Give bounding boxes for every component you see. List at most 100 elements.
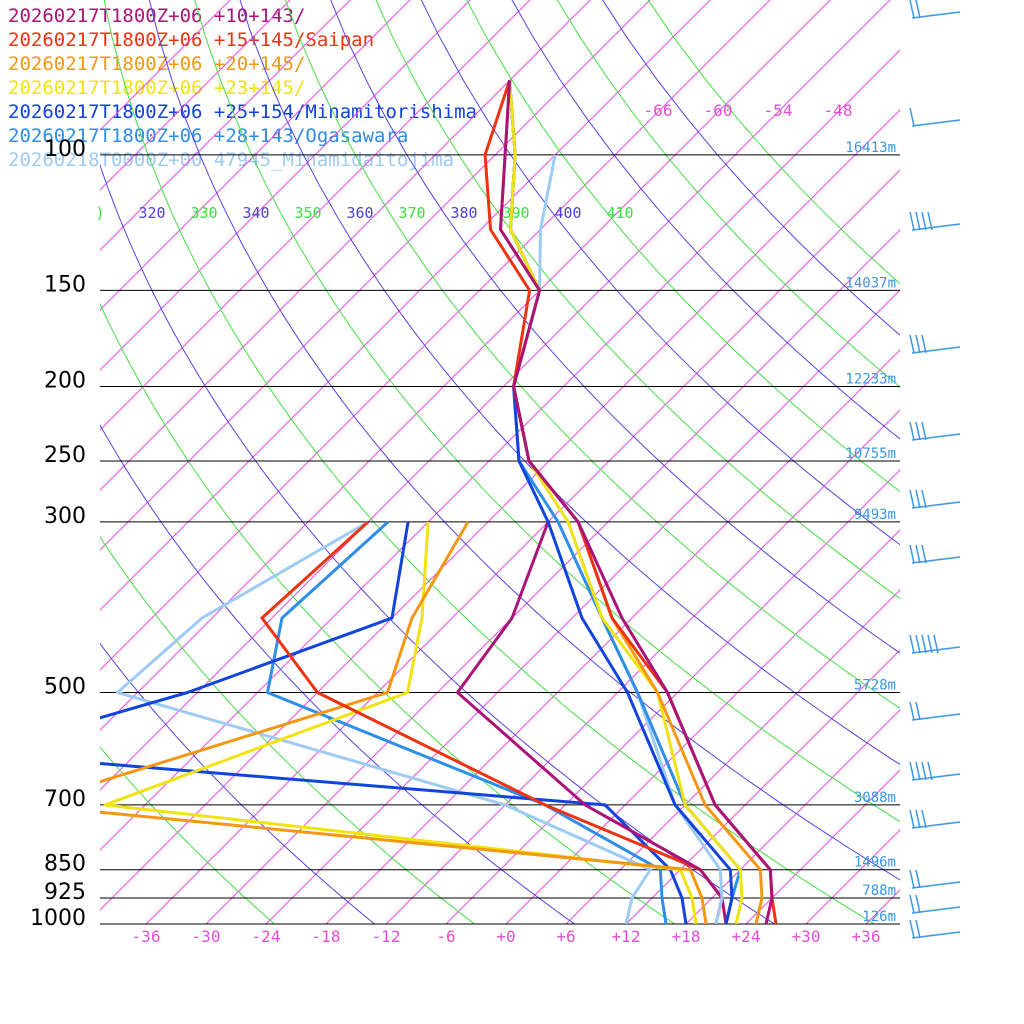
- pressure-label: 850: [44, 852, 86, 877]
- temperature-line: [508, 80, 744, 924]
- isotherm-line: [100, 0, 651, 551]
- isotherm-line: [805, 829, 900, 924]
- isotherm-line: [100, 49, 900, 851]
- wind-barb-flag: [915, 489, 921, 509]
- theta-label: 320: [138, 204, 165, 222]
- temperature-tick-label: +0: [496, 927, 515, 946]
- theta-line: [466, 0, 900, 493]
- wind-barb-flag: [915, 761, 921, 781]
- isotherm-label: -66: [644, 101, 673, 120]
- theta-label: 410: [606, 204, 633, 222]
- wind-barb: [909, 489, 961, 509]
- isotherm-line: [100, 0, 351, 251]
- pressure-label: 150: [44, 272, 86, 297]
- theta-line: [602, 0, 900, 336]
- wind-barb-flag: [915, 421, 921, 441]
- theta-label: 340: [242, 204, 269, 222]
- temperature-line: [499, 80, 774, 924]
- wind-barb-flag: [915, 869, 921, 889]
- theta-line: [375, 0, 900, 600]
- temperature-tick-label: -6: [436, 927, 455, 946]
- theta-label: 390: [502, 204, 529, 222]
- wind-barb: [909, 894, 961, 914]
- theta-line: [511, 0, 900, 440]
- pressure-label: 300: [44, 504, 86, 529]
- wind-barb-flag: [921, 334, 927, 354]
- wind-barb: [909, 634, 961, 654]
- theta-label: 400: [554, 204, 581, 222]
- temperature-tick-labels: -36 -30 -24 -18 -12 -6 +0 +6 +12 +18 +24 +30 +36: [132, 927, 881, 946]
- temperature-tick-label: +12: [612, 927, 641, 946]
- theta-label: 380: [450, 204, 477, 222]
- theta-line: [420, 0, 900, 546]
- wind-barb-flag: [909, 761, 915, 781]
- wind-barb: [909, 211, 961, 231]
- wind-barb: [909, 869, 961, 889]
- wind-barb-flag: [909, 919, 915, 939]
- isotherm-line: [100, 0, 471, 371]
- height-label: 14037m: [845, 275, 896, 291]
- dewpoint-line: [103, 521, 698, 924]
- theta-line: [556, 0, 900, 388]
- temperature-tick-label: -24: [252, 927, 281, 946]
- isotherm-line: [685, 709, 900, 924]
- legend-item: 20260217T1800Z+06 +10+143/: [8, 5, 306, 27]
- theta-line: [239, 0, 900, 766]
- wind-barb-flag: [921, 211, 927, 231]
- theta-label: 370: [398, 204, 425, 222]
- wind-barb: [909, 544, 961, 564]
- legend-item: 20260217T1800Z+06 +25+154/Minamitorishim…: [8, 101, 477, 123]
- wind-barb-flag: [915, 894, 921, 914]
- isotherm-label: -54: [764, 101, 793, 120]
- isotherm-label: -60: [704, 101, 733, 120]
- wind-barb-flag: [921, 809, 927, 829]
- isotherm-grid: [100, 0, 1024, 924]
- theta-label: 360: [346, 204, 373, 222]
- wind-barb-flag: [933, 634, 939, 654]
- wind-barb: [909, 334, 961, 354]
- wind-barb-flag: [915, 701, 921, 721]
- pressure-label: 100: [44, 137, 86, 162]
- wind-barb-flag: [921, 421, 927, 441]
- temperature-tick-label: +30: [792, 927, 821, 946]
- pressure-label: 200: [44, 368, 86, 393]
- dewpoint-line: [100, 521, 708, 924]
- isotherm-line: [926, 0, 1024, 924]
- wind-barb-flag: [909, 0, 915, 19]
- wind-barb-flag: [921, 634, 927, 654]
- wind-barb: [909, 421, 961, 441]
- theta-line: [100, 536, 475, 924]
- height-label: 126m: [862, 909, 896, 925]
- isotherm-label: -48: [824, 101, 853, 120]
- wind-barb-flag: [909, 211, 915, 231]
- isotherm-line: [565, 589, 900, 924]
- wind-barb-flag: [909, 544, 915, 564]
- wind-barbs: [909, 0, 961, 939]
- isotherm-line: [100, 0, 531, 431]
- wind-barb-flag: [927, 211, 933, 231]
- height-label: 10755m: [845, 446, 896, 462]
- temperature-tick-label: -36: [132, 927, 161, 946]
- pressure-label: 925: [44, 880, 86, 905]
- wind-barb-flag: [909, 334, 915, 354]
- legend-item: 20260217T1800Z+06 +20+145/: [8, 53, 306, 75]
- wind-barb-flag: [927, 634, 933, 654]
- wind-barb-flag: [915, 544, 921, 564]
- wind-barb-flag: [915, 919, 921, 939]
- height-label: 5728m: [854, 677, 896, 693]
- wind-barb-flag: [915, 0, 921, 19]
- isotherm-line: [865, 889, 900, 924]
- isotherm-line: [625, 649, 900, 924]
- wind-barb-flag: [915, 809, 921, 829]
- wind-barb-flag: [909, 421, 915, 441]
- temperature-tick-label: -12: [372, 927, 401, 946]
- isotherm-line: [325, 349, 900, 924]
- theta-line: [100, 302, 675, 924]
- isotherm-line: [100, 0, 411, 311]
- isotherm-line: [100, 0, 771, 671]
- profile-lines: [100, 79, 778, 924]
- wind-barb-flag: [921, 489, 927, 509]
- theta-label: 330: [190, 204, 217, 222]
- wind-barb-flag: [921, 761, 927, 781]
